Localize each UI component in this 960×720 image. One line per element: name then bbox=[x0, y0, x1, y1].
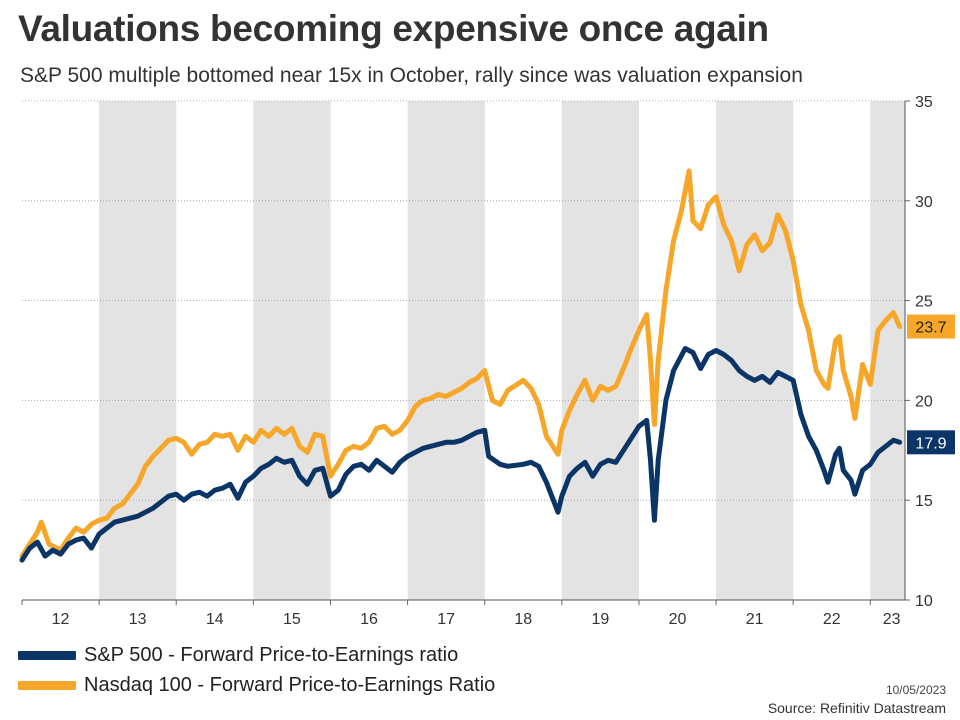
y-tick-label-15: 15 bbox=[915, 493, 933, 510]
legend-label-sp500: S&P 500 - Forward Price-to-Earnings rati… bbox=[84, 643, 459, 666]
shaded-year-band-2021 bbox=[716, 101, 794, 600]
y-tick-label-20: 20 bbox=[915, 393, 933, 410]
y-tick-label-35: 35 bbox=[915, 94, 933, 111]
legend-item-nasdaq100: Nasdaq 100 - Forward Price-to-Earnings R… bbox=[18, 670, 495, 700]
date-note: 10/05/2023 bbox=[885, 683, 946, 697]
x-tick-label-17: 17 bbox=[437, 611, 455, 628]
legend-swatch-nasdaq100 bbox=[18, 680, 76, 690]
nasdaq100-end-value-label-box bbox=[907, 314, 955, 339]
shaded-year-band-2017 bbox=[407, 101, 485, 600]
x-tick-label-21: 21 bbox=[746, 611, 764, 628]
legend-item-sp500: S&P 500 - Forward Price-to-Earnings rati… bbox=[18, 640, 495, 670]
x-tick-label-22: 22 bbox=[823, 611, 841, 628]
source-note: Source: Refinitiv Datastream bbox=[767, 700, 946, 716]
x-tick-label-23: 23 bbox=[883, 611, 901, 628]
legend-label-nasdaq100: Nasdaq 100 - Forward Price-to-Earnings R… bbox=[84, 673, 496, 696]
x-tick-label-13: 13 bbox=[129, 611, 147, 628]
y-tick-label-10: 10 bbox=[915, 593, 933, 610]
x-tick-label-19: 19 bbox=[591, 611, 609, 628]
x-tick-label-20: 20 bbox=[669, 611, 687, 628]
x-tick-label-18: 18 bbox=[514, 611, 532, 628]
chart-subtitle: S&P 500 multiple bottomed near 15x in Oc… bbox=[20, 64, 803, 87]
sp500-line bbox=[19, 346, 903, 563]
x-tick-label-14: 14 bbox=[206, 611, 224, 628]
x-tick-label-16: 16 bbox=[360, 611, 378, 628]
sp500-end-value-label: 17.9 bbox=[915, 435, 946, 452]
y-tick-label-25: 25 bbox=[915, 294, 933, 311]
nasdaq100-line bbox=[19, 168, 903, 559]
x-tick-label-15: 15 bbox=[283, 611, 301, 628]
sp500-end-value-label-box bbox=[907, 430, 955, 455]
y-tick-label-30: 30 bbox=[915, 194, 933, 211]
shaded-year-band-2019 bbox=[561, 101, 639, 600]
nasdaq100-end-value-label: 23.7 bbox=[915, 320, 946, 337]
legend-swatch-sp500 bbox=[18, 650, 76, 660]
x-tick-label-12: 12 bbox=[52, 611, 70, 628]
legend: S&P 500 - Forward Price-to-Earnings rati… bbox=[18, 640, 495, 700]
chart-title: Valuations becoming expensive once again bbox=[18, 8, 769, 49]
shaded-year-band-2015 bbox=[253, 101, 331, 600]
